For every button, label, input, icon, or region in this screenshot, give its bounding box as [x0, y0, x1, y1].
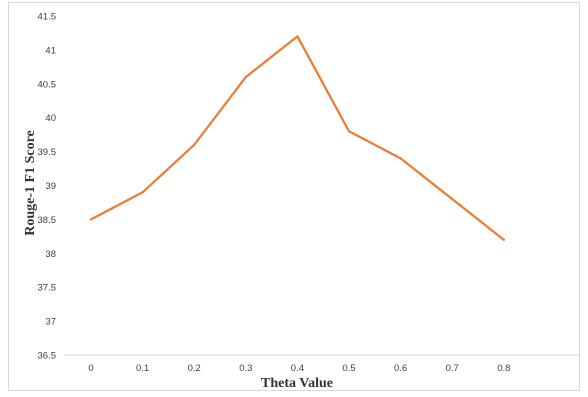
x-tick-label: 0.2 — [188, 363, 201, 374]
x-tick-label: 0.8 — [497, 363, 510, 374]
data-point — [502, 238, 505, 241]
x-tick-label: 0.6 — [394, 363, 407, 374]
data-point — [193, 143, 196, 146]
x-tick-label: 0 — [88, 363, 93, 374]
y-tick-label: 37 — [45, 317, 56, 328]
x-tick-label: 0.3 — [239, 363, 252, 374]
x-tick-label: 0.5 — [342, 363, 355, 374]
y-axis-title: Rouge-1 F1 Score — [23, 130, 38, 236]
data-point — [141, 191, 144, 194]
series-layer — [89, 35, 505, 241]
data-point — [244, 75, 247, 79]
y-tick-label: 41.5 — [38, 12, 57, 23]
y-tick-label: 38 — [45, 249, 56, 260]
y-tick-label: 39 — [45, 181, 56, 192]
y-tick-label: 36.5 — [38, 351, 57, 362]
x-tick-label: 0.7 — [446, 363, 459, 374]
y-axis-ticks: 36.5 37 37.5 38 38.5 39 39.5 40 40.5 41 41.5 — [38, 12, 57, 362]
data-point — [296, 35, 299, 38]
x-tick-label: 0.4 — [291, 363, 304, 374]
y-tick-label: 37.5 — [38, 283, 57, 294]
y-tick-label: 41 — [45, 45, 56, 56]
data-point — [347, 130, 351, 133]
y-tick-label: 39.5 — [38, 147, 57, 158]
x-axis-title: Theta Value — [261, 376, 333, 391]
x-axis-ticks: 0 0.1 0.2 0.3 0.4 0.5 0.6 0.7 0.8 — [88, 363, 510, 374]
y-tick-label: 38.5 — [38, 215, 57, 226]
data-point — [451, 197, 454, 201]
y-tick-label: 40 — [45, 113, 56, 124]
y-tick-label: 40.5 — [38, 79, 57, 90]
chart-frame — [8, 2, 580, 391]
series-line — [89, 35, 505, 241]
data-point — [89, 218, 93, 221]
data-point — [399, 157, 402, 160]
x-tick-label: 0.1 — [136, 363, 149, 374]
